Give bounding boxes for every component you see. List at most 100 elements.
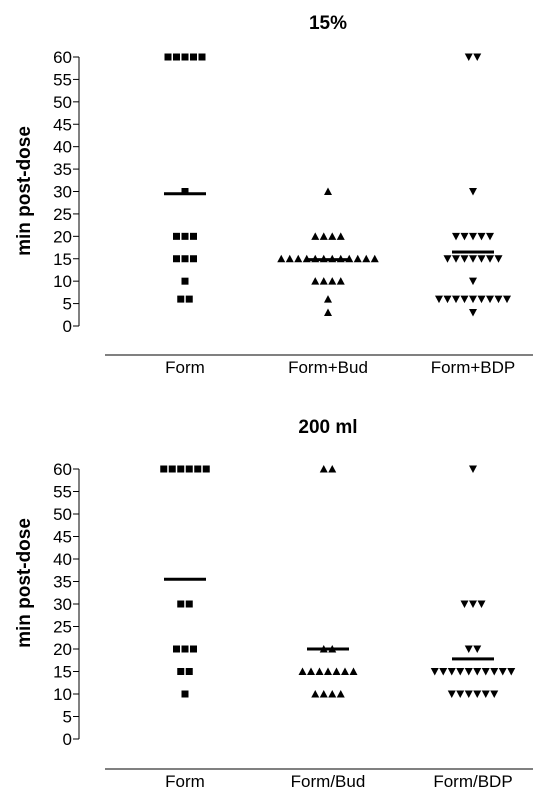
data-point <box>294 254 303 263</box>
data-point <box>473 690 482 698</box>
data-point <box>498 668 507 676</box>
x-category-label: Form/BDP <box>433 772 512 791</box>
data-point <box>336 232 345 240</box>
x-category-label: Form <box>165 772 205 791</box>
data-point <box>194 465 202 473</box>
data-point <box>477 255 486 263</box>
data-point <box>328 465 337 473</box>
x-category-label: Form/Bud <box>291 772 366 791</box>
data-point <box>486 295 494 304</box>
data-point <box>503 295 511 304</box>
data-point <box>464 53 473 61</box>
data-point <box>477 600 486 608</box>
data-point <box>181 188 189 195</box>
data-point <box>460 232 469 241</box>
data-point <box>473 645 482 653</box>
data-point <box>469 600 477 608</box>
data-point <box>185 668 193 675</box>
data-point <box>469 255 477 263</box>
data-point <box>435 295 443 304</box>
y-tick-label: 55 <box>53 70 72 89</box>
data-point <box>460 295 469 304</box>
data-point <box>190 53 197 61</box>
data-point <box>469 277 477 286</box>
chart-title: 15% <box>309 13 347 34</box>
y-tick-label: 5 <box>63 295 72 314</box>
data-point <box>185 600 193 608</box>
data-point <box>168 465 176 473</box>
y-tick-label: 45 <box>53 115 72 134</box>
data-point <box>185 465 193 473</box>
median-line <box>452 657 494 661</box>
median-line <box>164 192 206 196</box>
data-point <box>464 690 473 698</box>
data-point <box>173 53 180 61</box>
data-point <box>469 295 477 304</box>
y-axis-label: min post-dose <box>14 126 35 256</box>
data-point <box>173 255 180 263</box>
data-point <box>324 295 332 303</box>
data-point <box>181 53 189 61</box>
y-tick-label: 40 <box>53 138 72 157</box>
y-axis-label: min post-dose <box>14 518 35 648</box>
data-point <box>507 668 516 676</box>
data-point <box>473 53 482 61</box>
data-point <box>486 232 494 241</box>
data-point <box>177 295 185 303</box>
data-point <box>336 277 345 285</box>
x-category-label: Form <box>165 358 205 377</box>
data-point <box>173 645 180 653</box>
data-point <box>486 255 494 263</box>
data-point <box>349 667 358 675</box>
y-tick-label: 30 <box>53 183 72 202</box>
data-point <box>452 255 460 263</box>
data-point <box>315 667 324 675</box>
panel-top: 15% min post-dose 6055504540353025201510… <box>14 13 533 377</box>
y-tick-label: 0 <box>63 730 72 749</box>
y-tick-label: 35 <box>53 573 72 592</box>
data-point <box>328 232 337 240</box>
data-point <box>439 668 448 676</box>
data-point <box>319 277 328 285</box>
y-tick-label: 45 <box>53 528 72 547</box>
chart-title: 200 ml <box>298 417 357 438</box>
data-point <box>430 668 439 676</box>
data-point <box>202 465 210 473</box>
data-points <box>164 53 511 317</box>
data-point <box>181 232 189 240</box>
median-line <box>164 577 206 581</box>
median-line <box>307 647 349 651</box>
data-point <box>494 255 503 263</box>
y-tick-label: 10 <box>53 272 72 291</box>
data-point <box>456 690 465 698</box>
y-tick-label: 15 <box>53 663 72 682</box>
data-point <box>456 668 465 676</box>
data-point <box>307 667 315 675</box>
data-point <box>319 465 328 473</box>
data-point <box>443 255 452 263</box>
data-point <box>190 645 197 653</box>
median-line <box>452 250 494 254</box>
category-labels: Form Form+Bud Form+BDP <box>165 358 515 377</box>
data-point <box>185 295 193 303</box>
data-point <box>460 600 469 608</box>
median-line <box>307 258 349 262</box>
data-point <box>447 690 456 698</box>
data-point <box>311 277 320 285</box>
y-tick-label: 5 <box>63 708 72 727</box>
y-tick-label: 60 <box>53 48 72 67</box>
category-labels: Form Form/Bud Form/BDP <box>165 772 513 791</box>
data-point <box>477 232 486 241</box>
data-point <box>469 309 477 317</box>
panel-bottom: 200 ml min post-dose 6055504540353025201… <box>14 417 533 791</box>
data-point <box>324 308 332 317</box>
y-tick-label: 25 <box>53 618 72 637</box>
y-tick-label: 20 <box>53 640 72 659</box>
data-point <box>452 295 460 304</box>
median-lines <box>164 577 494 661</box>
data-point <box>181 277 189 285</box>
data-point <box>177 600 185 608</box>
y-tick-label: 50 <box>53 93 72 112</box>
x-category-label: Form+BDP <box>431 358 516 377</box>
